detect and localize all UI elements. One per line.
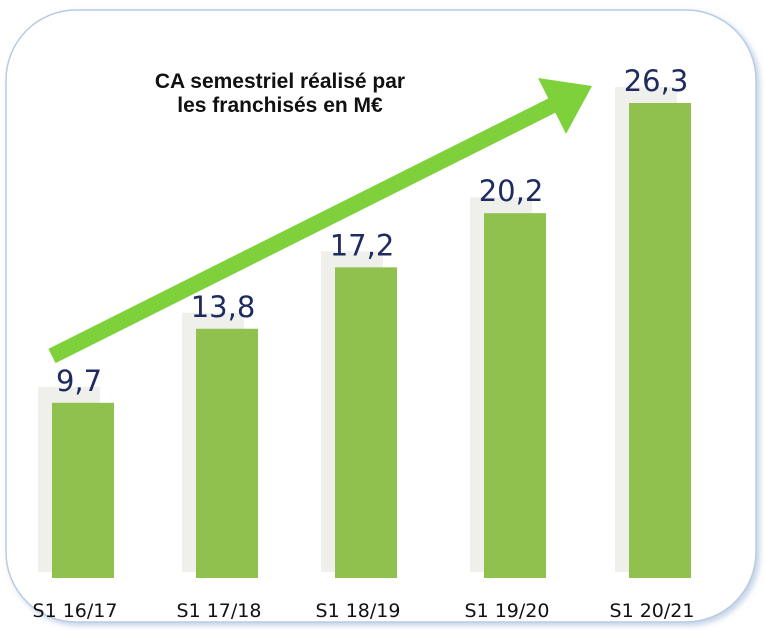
value-label: 20,2 [479,174,544,208]
bar [629,103,691,578]
value-label: 17,2 [330,228,395,262]
bar [52,402,114,578]
x-tick-label: S1 16/17 [33,600,118,622]
x-tick-label: S1 20/21 [610,600,695,622]
trend-arrow [48,78,592,364]
value-label: 26,3 [624,64,689,98]
arrow-shaft [48,96,559,364]
bar [196,328,258,578]
x-tick-label: S1 19/20 [465,600,550,622]
bar [335,267,397,578]
chart-title: CA semestriel réalisé par [155,70,405,93]
bar [484,213,546,579]
arrow-head [538,78,592,134]
x-tick-label: S1 18/19 [316,600,401,622]
chart-title: les franchisés en M€ [177,94,383,117]
bars [38,87,691,579]
value-label: 13,8 [191,290,256,324]
value-label: 9,7 [56,364,102,398]
x-tick-label: S1 17/18 [177,600,262,622]
